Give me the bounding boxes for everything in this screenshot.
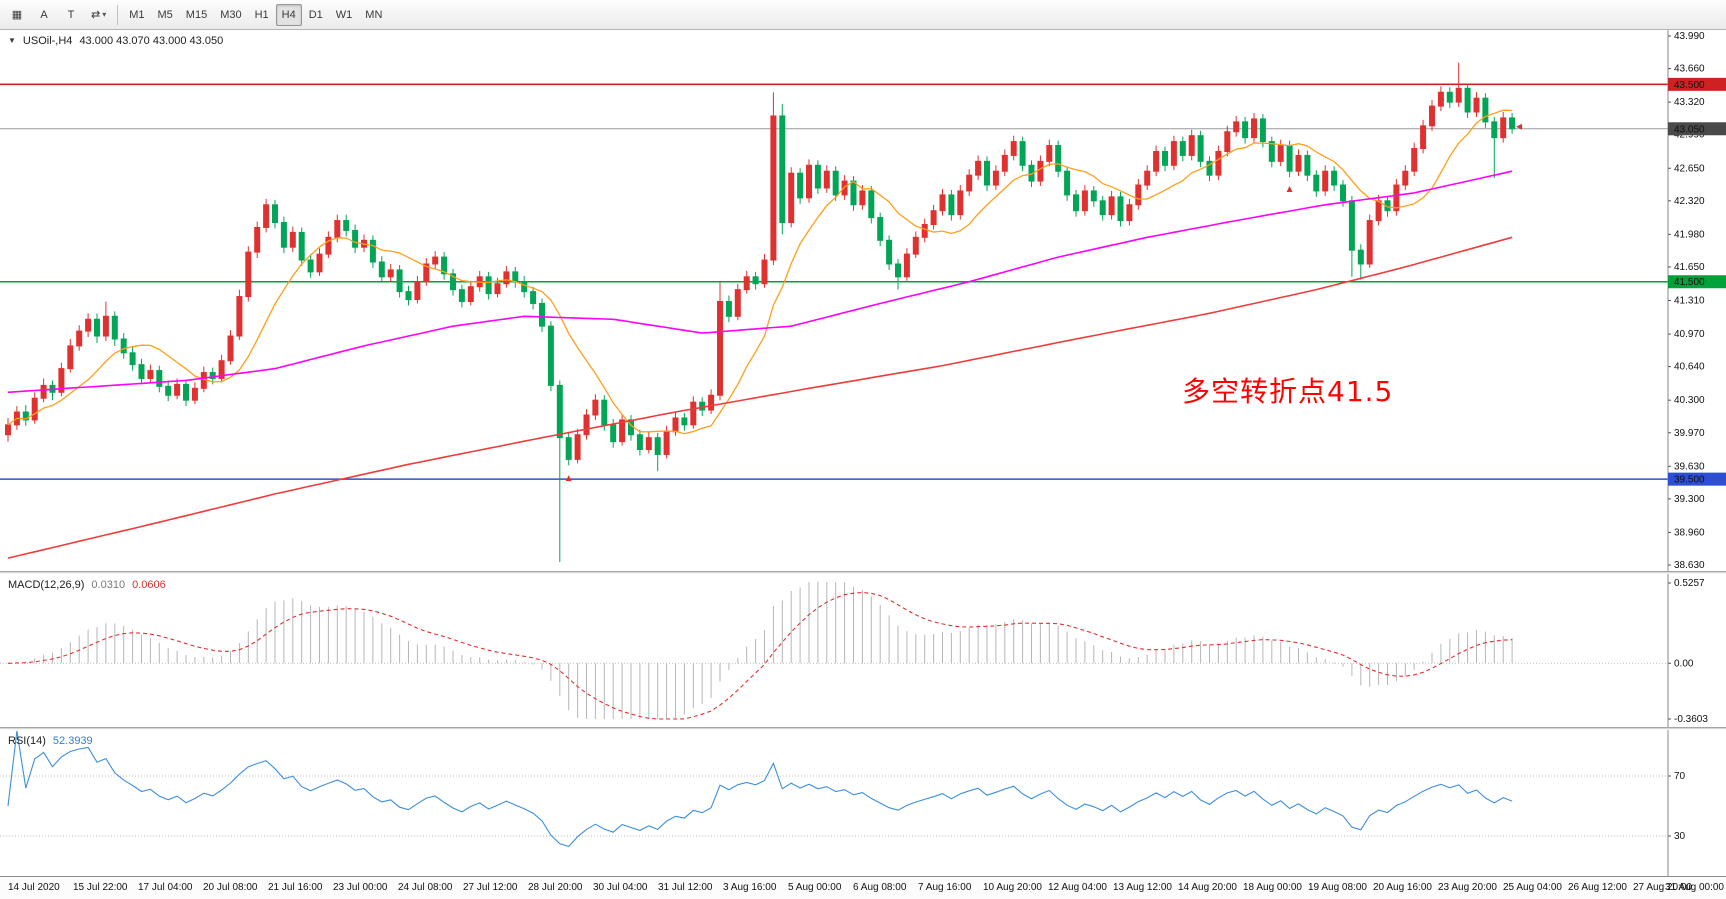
price-tick-label: 42.320 <box>1674 196 1705 207</box>
rsi-line <box>7 730 1513 848</box>
price-tick-label: 39.970 <box>1674 428 1705 439</box>
annotate-a-button[interactable]: A <box>31 4 57 26</box>
rsi-axis[interactable]: 70 30 <box>1667 730 1726 876</box>
price-tick-label: 43.660 <box>1674 64 1705 75</box>
price-tick-label: 38.630 <box>1674 560 1705 571</box>
time-axis-label: 31 Jul 12:00 <box>658 882 713 893</box>
macd-axis-label: 0.5257 <box>1674 578 1705 589</box>
time-axis-label: 3 Aug 16:00 <box>723 882 777 893</box>
price-tick-label: 43.990 <box>1674 31 1705 42</box>
price-tick-label: 43.320 <box>1674 97 1705 108</box>
chart-cycle-icon: ⇄ <box>91 9 101 21</box>
time-axis-label: 17 Jul 04:00 <box>138 882 193 893</box>
rsi-canvas[interactable]: 70 30 <box>0 730 1726 876</box>
candles-layer <box>5 62 1516 563</box>
annotate-t-icon: T <box>67 8 75 21</box>
timeframe-h4-button[interactable]: H4 <box>275 3 302 26</box>
timeframe-m5-button[interactable]: M5 <box>157 8 173 21</box>
time-axis[interactable]: 14 Jul 2020 15 Jul 22:00 17 Jul 04:00 20 Ju… <box>0 876 1726 899</box>
time-axis-label: 28 Jul 20:00 <box>528 882 583 893</box>
macd-axis[interactable]: 0.5257 0.00 -0.3603 <box>1667 574 1726 727</box>
time-axis-label: 25 Aug 04:00 <box>1503 882 1562 893</box>
price-badge-label: 43.500 <box>1674 80 1705 91</box>
time-axis-label: 21 Jul 16:00 <box>268 882 323 893</box>
chart-annotation-text: 多空转折点41.5 <box>1182 375 1394 408</box>
annotate-a-icon: A <box>40 8 48 21</box>
time-axis-label: 23 Jul 00:00 <box>333 882 388 893</box>
time-axis-label: 30 Jul 04:00 <box>593 882 648 893</box>
time-axis-label: 20 Aug 16:00 <box>1373 882 1432 893</box>
toolbar: ▦ A T ⇄ ▾ M1 M5 M15 M30 H1 H4 D1 W1 MN <box>0 0 1726 30</box>
price-tick-label: 41.650 <box>1674 262 1705 273</box>
panel-divider-rsi[interactable] <box>0 727 1726 730</box>
price-tick-label: 39.630 <box>1674 461 1705 472</box>
ma-fast-line <box>7 109 1513 435</box>
time-axis-label: 23 Aug 20:00 <box>1438 882 1497 893</box>
price-tick-label: 41.980 <box>1674 229 1705 240</box>
time-axis-label: 27 Jul 12:00 <box>463 882 518 893</box>
ma-slow-line <box>7 236 1513 559</box>
trade-marker-icon <box>1516 123 1523 130</box>
caret-down-icon: ▾ <box>102 10 107 19</box>
timeframe-d1-button[interactable]: D1 <box>308 8 323 21</box>
chart-cycle-button[interactable]: ⇄ ▾ <box>85 4 112 26</box>
macd-canvas[interactable]: 0.5257 0.00 -0.3603 <box>0 574 1726 727</box>
price-tick-label: 38.960 <box>1674 527 1705 538</box>
time-axis-label: 14 Aug 20:00 <box>1178 882 1237 893</box>
rsi-axis-label: 30 <box>1674 831 1686 842</box>
timeframe-w1-button[interactable]: W1 <box>335 8 353 21</box>
annotate-t-button[interactable]: T <box>58 4 84 26</box>
macd-histogram <box>16 582 1513 719</box>
timeframe-m15-button[interactable]: M15 <box>185 8 208 21</box>
time-axis-label: 26 Aug 12:00 <box>1568 882 1627 893</box>
time-axis-label: 7 Aug 16:00 <box>918 882 972 893</box>
toolbar-separator <box>117 4 119 25</box>
toolbar-left: ▦ A T ⇄ ▾ <box>4 4 112 26</box>
macd-signal-line <box>7 591 1513 720</box>
macd-axis-label: 0.00 <box>1674 658 1694 669</box>
price-badge-label: 39.500 <box>1674 475 1705 486</box>
time-axis-label: 31 Aug 00:00 <box>1665 882 1724 893</box>
macd-panel[interactable]: 0.5257 0.00 -0.3603 MACD(12,26,9) 0.0310 0… <box>0 574 1726 727</box>
time-axis-label: 15 Jul 22:00 <box>73 882 128 893</box>
time-axis-label: 14 Jul 2020 <box>8 882 60 893</box>
price-badge-label: 43.050 <box>1674 124 1705 135</box>
timeframe-h1-button[interactable]: H1 <box>254 8 269 21</box>
rsi-axis-label: 70 <box>1674 771 1686 782</box>
main-chart-panel[interactable]: 43.99043.66043.32042.99042.65042.32041.9… <box>0 30 1726 571</box>
time-axis-label: 6 Aug 08:00 <box>853 882 907 893</box>
time-axis-label: 18 Aug 00:00 <box>1243 882 1302 893</box>
timeframe-m30-button[interactable]: M30 <box>220 8 242 21</box>
time-axis-label: 10 Aug 20:00 <box>983 882 1042 893</box>
rsi-panel[interactable]: 70 30 RSI(14) 52.3939 <box>0 730 1726 876</box>
timeframe-mn-button[interactable]: MN <box>365 8 383 21</box>
time-axis-label: 13 Aug 12:00 <box>1113 882 1172 893</box>
main-plot <box>0 62 1668 563</box>
time-axis-label: 24 Jul 08:00 <box>398 882 453 893</box>
price-badge-label: 41.500 <box>1674 277 1705 288</box>
price-tick-label: 40.300 <box>1674 395 1705 406</box>
main-chart-canvas[interactable]: 43.99043.66043.32042.99042.65042.32041.9… <box>0 30 1726 571</box>
toolbar-timeframes: M1 M5 M15 M30 H1 H4 D1 W1 MN <box>123 3 388 26</box>
time-axis-label: 20 Jul 08:00 <box>203 882 258 893</box>
trade-marker-icon <box>565 475 572 482</box>
charts-grid-button[interactable]: ▦ <box>4 4 30 26</box>
ma-medium-line <box>7 170 1513 394</box>
price-tick-label: 40.970 <box>1674 329 1705 340</box>
price-tick-label: 42.650 <box>1674 163 1705 174</box>
panel-divider-macd[interactable] <box>0 571 1726 574</box>
price-tick-label: 41.310 <box>1674 296 1705 307</box>
macd-axis-label: -0.3603 <box>1674 714 1708 725</box>
price-axis[interactable]: 43.99043.66043.32042.99042.65042.32041.9… <box>1667 30 1726 571</box>
trade-marker-icon <box>1286 185 1293 192</box>
timeframe-m1-button[interactable]: M1 <box>129 8 145 21</box>
price-tick-label: 40.640 <box>1674 362 1705 373</box>
time-axis-label: 19 Aug 08:00 <box>1308 882 1367 893</box>
price-tick-label: 39.300 <box>1674 494 1705 505</box>
time-axis-label: 12 Aug 04:00 <box>1048 882 1107 893</box>
time-axis-label: 5 Aug 00:00 <box>788 882 842 893</box>
charts-grid-icon: ▦ <box>11 9 23 21</box>
time-axis-label: 27 Aug 20:00 <box>1633 882 1692 893</box>
